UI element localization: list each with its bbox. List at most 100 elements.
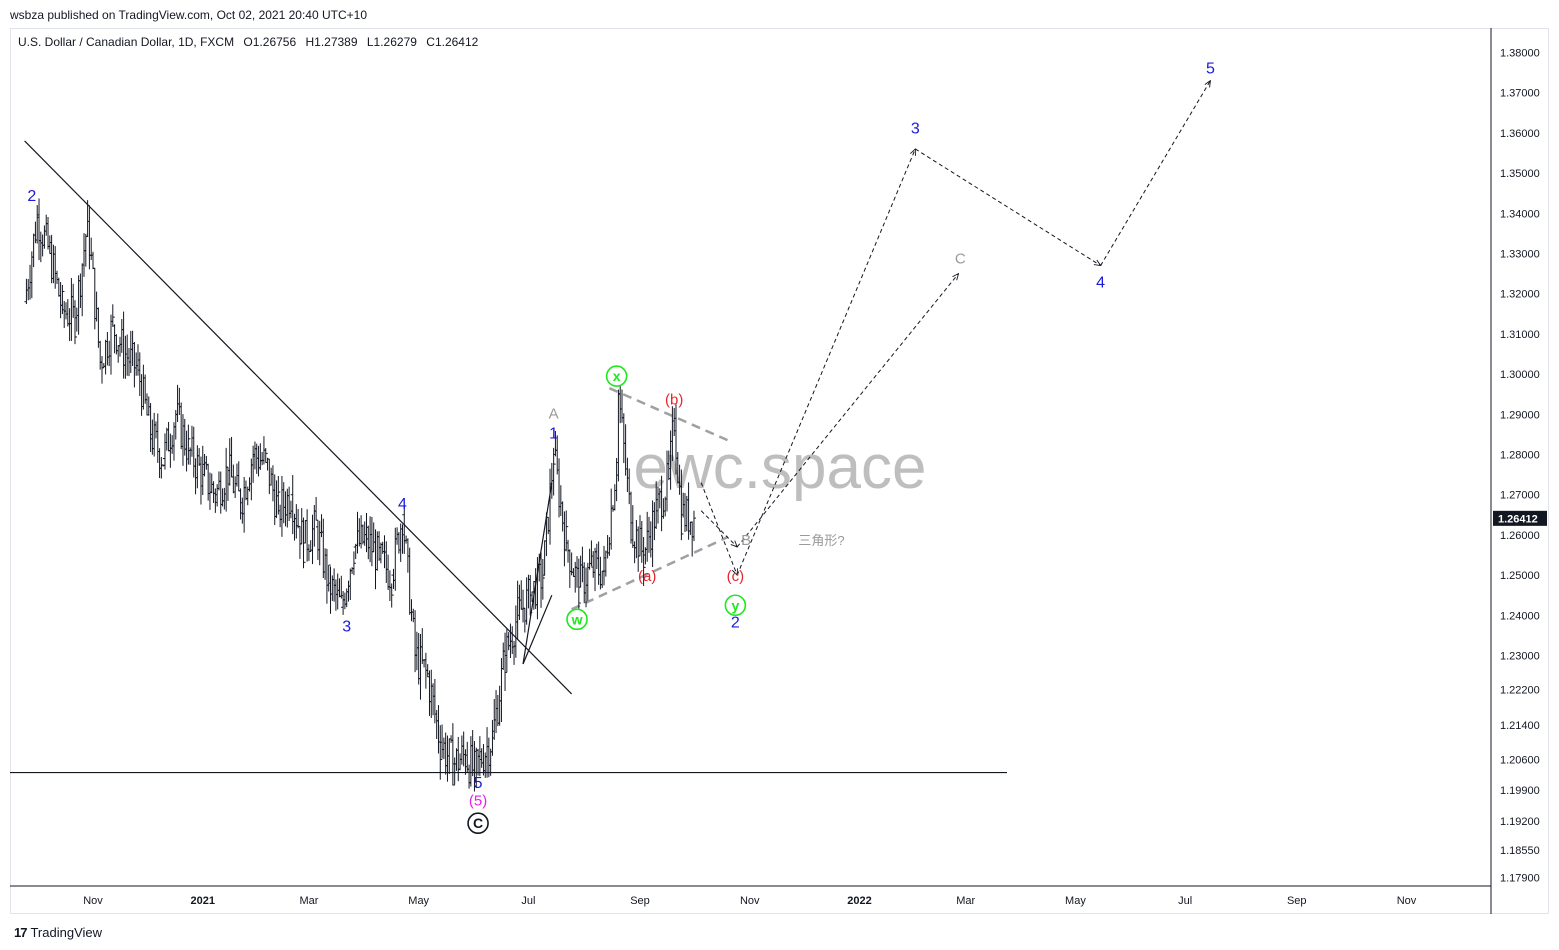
price-bar bbox=[564, 510, 569, 552]
wave-label: 3 bbox=[342, 618, 351, 635]
y-tick-label: 1.28000 bbox=[1500, 450, 1540, 462]
x-tick-label: 2021 bbox=[191, 895, 215, 907]
x-tick-label: Jul bbox=[521, 895, 535, 907]
wave-label: 4 bbox=[398, 496, 407, 513]
y-tick-label: 1.32000 bbox=[1500, 289, 1540, 301]
price-bar bbox=[263, 448, 268, 463]
price-bar bbox=[389, 583, 394, 608]
wave-label: (5) bbox=[469, 793, 487, 810]
price-bar bbox=[679, 469, 684, 541]
wave-label: 2 bbox=[731, 614, 740, 631]
wave-label: A bbox=[549, 405, 559, 422]
circled-wave-text: C bbox=[473, 815, 483, 831]
y-tick-label: 1.19900 bbox=[1500, 785, 1540, 797]
y-tick-label: 1.21400 bbox=[1500, 720, 1540, 732]
wave-label: C bbox=[955, 251, 966, 268]
x-tick-label: Nov bbox=[83, 895, 103, 907]
y-tick-label: 1.23000 bbox=[1500, 651, 1540, 663]
price-bar bbox=[60, 284, 65, 315]
ohlc-low: L1.26279 bbox=[366, 35, 417, 49]
wave-label: 5 bbox=[1206, 60, 1215, 77]
symbol-legend: U.S. Dollar / Canadian Dollar, 1D, FXCM … bbox=[18, 35, 484, 49]
publish-header: wsbza published on TradingView.com, Oct … bbox=[0, 0, 1559, 28]
watermark-text: ewc.space bbox=[634, 433, 927, 502]
price-bar bbox=[551, 447, 556, 496]
price-bar bbox=[186, 424, 191, 465]
y-tick-label: 1.19200 bbox=[1500, 816, 1540, 828]
price-bar bbox=[438, 725, 443, 780]
footer bbox=[0, 918, 1559, 950]
price-bar bbox=[276, 475, 281, 515]
wave-label: (a) bbox=[638, 568, 656, 585]
x-tick-label: Sep bbox=[1287, 895, 1307, 907]
price-bar bbox=[110, 304, 115, 327]
price-bar bbox=[326, 564, 331, 592]
circled-wave-label: C bbox=[467, 812, 489, 835]
tradingview-brand: TradingView bbox=[30, 925, 103, 940]
x-tick-label: Sep bbox=[630, 895, 650, 907]
trendline bbox=[24, 140, 573, 695]
circled-wave-label: y bbox=[724, 594, 747, 617]
circled-wave-label: x bbox=[605, 365, 628, 387]
price-bar bbox=[503, 632, 508, 692]
y-tick-label: 1.18550 bbox=[1500, 845, 1540, 857]
x-tick-label: Jul bbox=[1178, 895, 1192, 907]
wave-label: 5 bbox=[474, 775, 483, 792]
x-tick-label: Nov bbox=[1397, 895, 1417, 907]
y-tick-label: 1.35000 bbox=[1500, 168, 1540, 180]
price-bar bbox=[314, 496, 319, 521]
wave-label: (b) bbox=[665, 391, 683, 408]
y-tick-label: 1.20600 bbox=[1500, 755, 1540, 767]
alt-c-projection-line bbox=[736, 274, 958, 548]
primary-projection-line bbox=[736, 149, 915, 576]
y-tick-label: 1.29000 bbox=[1500, 409, 1540, 421]
wedge-line bbox=[522, 594, 553, 665]
y-tick-label: 1.25000 bbox=[1500, 570, 1540, 582]
price-bar bbox=[641, 536, 646, 587]
circled-wave-label: w bbox=[566, 608, 588, 631]
x-tick-label: May bbox=[1065, 895, 1086, 907]
symbol-name: U.S. Dollar / Canadian Dollar, 1D, FXCM bbox=[18, 35, 235, 49]
triangle-line bbox=[571, 535, 729, 611]
y-tick-label: 1.27000 bbox=[1500, 490, 1540, 502]
alt-c-projection-line bbox=[700, 510, 737, 547]
primary-projection-line bbox=[700, 482, 737, 575]
y-tick-label: 1.31000 bbox=[1500, 329, 1540, 341]
y-tick-label: 1.36000 bbox=[1500, 128, 1540, 140]
y-tick-label: 1.38000 bbox=[1500, 48, 1540, 60]
price-bar bbox=[540, 558, 545, 600]
ohlc-close: C1.26412 bbox=[426, 35, 479, 49]
price-bar bbox=[450, 723, 455, 786]
ohlc-high: H1.27389 bbox=[305, 35, 358, 49]
x-tick-label: Mar bbox=[956, 895, 975, 907]
tradingview-logo-icon: 17 bbox=[14, 925, 28, 940]
y-tick-label: 1.37000 bbox=[1500, 88, 1540, 100]
wave-label: 4 bbox=[1096, 275, 1105, 292]
wave-label: 1 bbox=[549, 425, 558, 442]
chart-frame[interactable] bbox=[10, 28, 1549, 914]
x-tick-label: 2022 bbox=[847, 895, 871, 907]
price-bar bbox=[73, 300, 78, 345]
publish-info: wsbza published on TradingView.com, Oct … bbox=[10, 8, 367, 22]
ohlc-open: O1.26756 bbox=[243, 35, 297, 49]
price-bar bbox=[85, 200, 90, 237]
circled-wave-text: y bbox=[731, 597, 739, 613]
y-tick-label: 1.17900 bbox=[1500, 873, 1540, 885]
last-price-value: 1.26412 bbox=[1498, 513, 1538, 525]
wave-label: 3 bbox=[911, 121, 920, 138]
x-tick-label: May bbox=[408, 895, 429, 907]
primary-projection-line bbox=[1100, 81, 1211, 266]
price-bar bbox=[691, 510, 696, 542]
y-tick-label: 1.22200 bbox=[1500, 685, 1540, 697]
wave-label: (c) bbox=[727, 568, 745, 585]
primary-projection-line bbox=[915, 148, 1100, 266]
y-tick-label: 1.33000 bbox=[1500, 249, 1540, 261]
y-tick-label: 1.26000 bbox=[1500, 530, 1540, 542]
x-tick-label: Mar bbox=[299, 895, 318, 907]
wave-label: 2 bbox=[27, 188, 36, 205]
tradingview-logo[interactable]: 17 TradingView bbox=[14, 925, 102, 940]
last-price-tag bbox=[1493, 510, 1547, 526]
y-tick-label: 1.34000 bbox=[1500, 208, 1540, 220]
wave-label: 三角形? bbox=[798, 533, 844, 548]
